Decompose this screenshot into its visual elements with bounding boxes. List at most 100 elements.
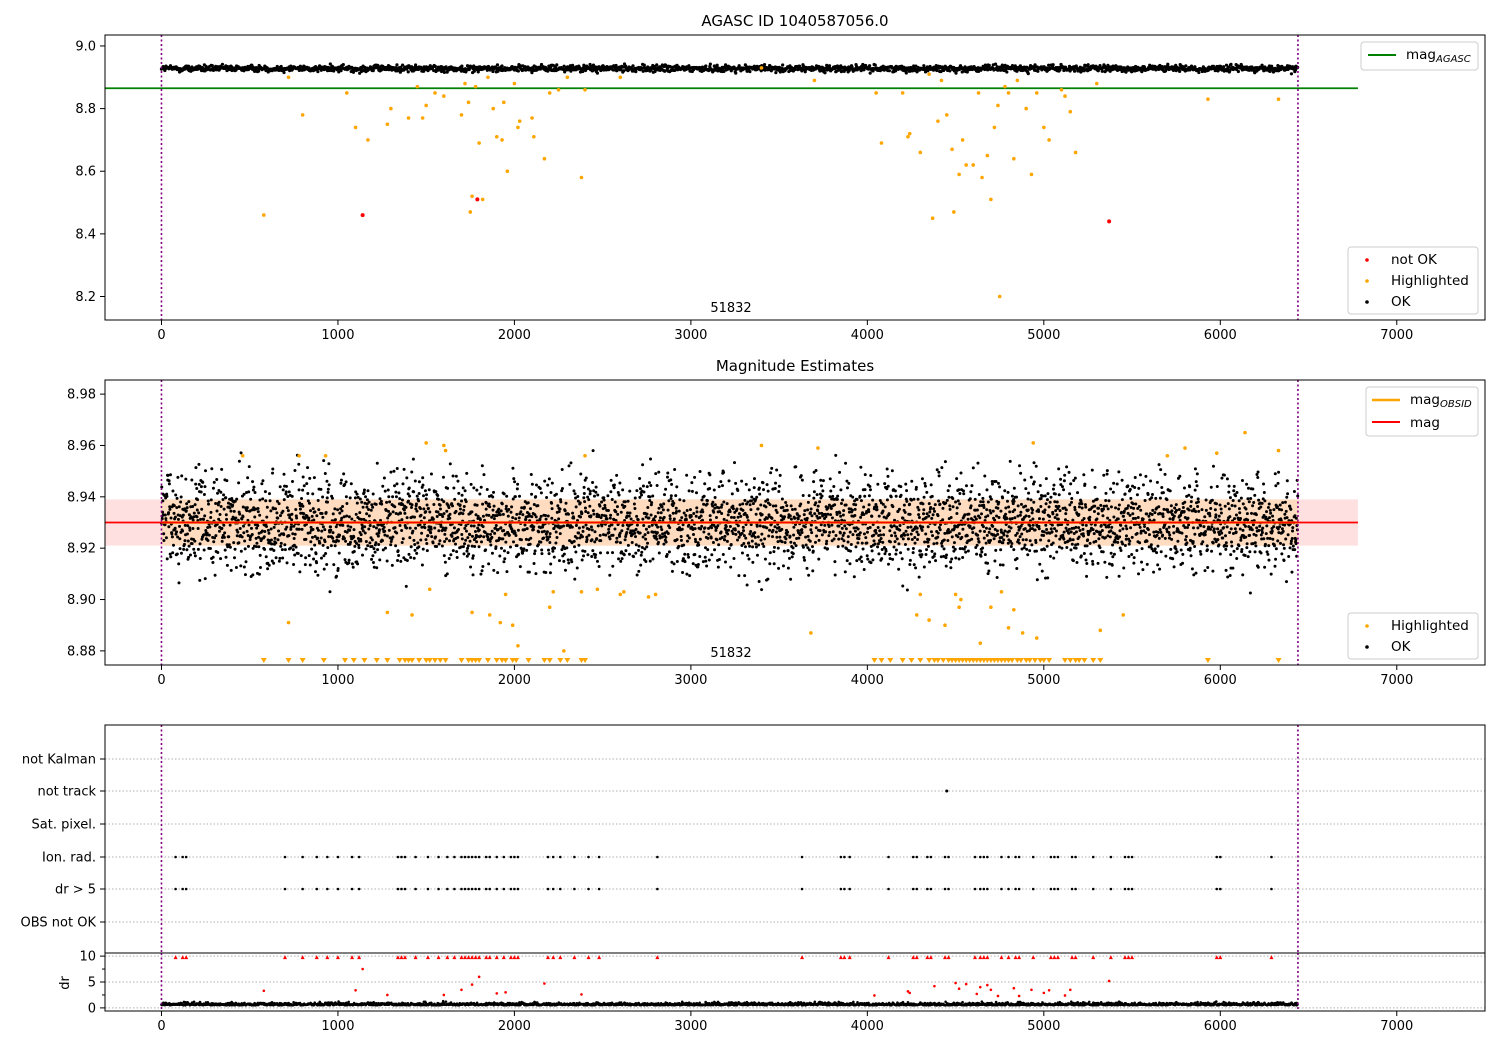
ok-point <box>380 539 384 543</box>
ok-point <box>818 500 822 504</box>
ok-point <box>387 509 390 513</box>
ok-point <box>307 501 311 505</box>
ok-point <box>870 514 874 518</box>
ok-point <box>279 544 283 548</box>
ok-point <box>365 512 369 516</box>
highlighted-point <box>424 103 428 108</box>
ok-point <box>417 492 421 496</box>
ok-point <box>680 516 684 520</box>
legend-mag-text: mag <box>1406 47 1436 63</box>
highlighted-point <box>997 294 1002 299</box>
ok-point <box>868 488 872 492</box>
ok-point <box>437 497 441 501</box>
ok-point <box>490 551 494 555</box>
ok-point <box>774 481 778 485</box>
ok-point <box>644 559 648 563</box>
ok-point <box>886 474 890 478</box>
ok-point <box>888 529 892 533</box>
ok-point <box>912 497 916 501</box>
ok-point <box>608 516 612 520</box>
ok-point <box>909 532 913 536</box>
ok-point <box>598 551 602 555</box>
ok-point <box>234 565 238 569</box>
highlighted-point <box>556 88 561 92</box>
ok-point <box>675 485 679 489</box>
ok-point <box>413 542 417 546</box>
ok-point <box>867 494 871 498</box>
ok-point <box>516 482 520 486</box>
ok-point <box>403 511 407 515</box>
ok-point <box>437 542 441 546</box>
ok-point <box>704 64 708 68</box>
ok-point <box>276 538 280 542</box>
ok-point <box>719 480 723 484</box>
ok-point <box>555 63 559 67</box>
highlighted-point <box>344 91 349 95</box>
ok-point <box>887 512 891 516</box>
ok-point <box>801 494 805 498</box>
ok-point <box>468 539 472 543</box>
x-tick-label: 7000 <box>1380 328 1413 343</box>
ok-point <box>867 503 871 507</box>
ok-point <box>378 558 382 562</box>
ok-point <box>405 476 409 480</box>
ok-point <box>832 537 836 541</box>
ok-point <box>447 556 451 560</box>
ok-point <box>696 562 700 566</box>
ok-point <box>877 514 881 518</box>
ok-point <box>345 514 349 518</box>
ok-point <box>628 489 632 493</box>
ok-point <box>711 504 715 508</box>
highlighted-point <box>459 113 464 117</box>
highlighted-point <box>996 103 1000 108</box>
ok-point <box>278 514 282 518</box>
ok-point <box>444 537 448 541</box>
ok-point <box>323 540 327 544</box>
ok-point <box>316 573 320 577</box>
ok-point <box>812 496 816 500</box>
ok-point <box>450 534 454 538</box>
ok-point <box>269 538 273 542</box>
ok-point <box>486 535 490 539</box>
ok-point <box>385 500 389 504</box>
ok-point <box>344 480 348 484</box>
ok-point <box>191 526 195 530</box>
ok-point <box>547 548 551 552</box>
ok-point <box>312 557 316 561</box>
ok-point <box>894 494 898 498</box>
ok-point <box>322 567 326 571</box>
ok-point <box>565 546 569 550</box>
ok-point <box>172 504 176 508</box>
ok-point <box>813 540 817 544</box>
ok-point <box>868 484 872 488</box>
ok-point <box>928 560 932 564</box>
ok-point <box>783 540 787 544</box>
ok-point <box>229 568 233 572</box>
ok-point <box>198 542 202 546</box>
ok-point <box>236 530 240 534</box>
ok-point <box>602 498 606 502</box>
ok-point <box>506 551 510 555</box>
ok-point <box>247 465 251 469</box>
ok-point <box>720 512 724 516</box>
ok-point <box>282 472 286 476</box>
ok-point <box>470 534 474 538</box>
ok-point <box>175 552 179 556</box>
ok-point <box>242 565 246 569</box>
highlighted-point <box>477 141 481 145</box>
ok-point <box>594 485 598 489</box>
ok-point <box>753 535 757 539</box>
ok-point <box>464 538 468 542</box>
ok-point <box>329 544 333 548</box>
ok-point <box>556 504 560 508</box>
ok-point <box>251 573 255 577</box>
ok-point <box>530 71 534 75</box>
ok-point <box>478 518 482 522</box>
ok-point <box>705 499 709 503</box>
ok-point <box>920 553 924 557</box>
ok-point <box>502 560 506 564</box>
ok-point <box>476 70 480 74</box>
ok-point <box>792 525 796 529</box>
ok-point <box>820 494 824 498</box>
ok-point <box>419 507 423 511</box>
